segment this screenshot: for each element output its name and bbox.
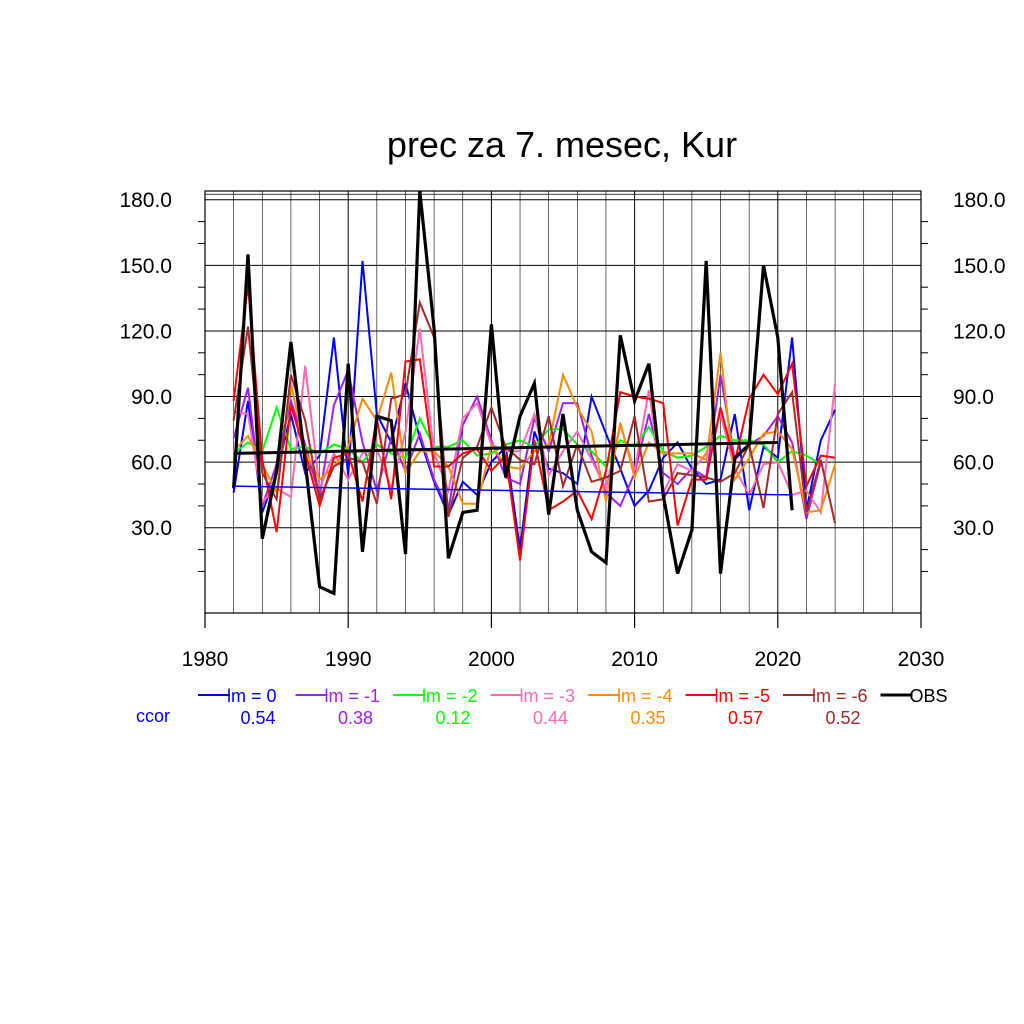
series-line-0 [232,260,837,550]
y-tick-label-right: 30.0 [953,517,994,540]
y-tick-label-right: 90.0 [953,386,994,409]
axis-ticks: 1980 1990 2000 2010 2020 2030 30.0 30.0 60.0 60.0… [119,189,1005,671]
x-tick-label: 2010 [611,648,658,671]
y-tick-label-right: 60.0 [953,452,994,475]
legend-ccor-value: 0.12 [435,708,470,728]
y-tick-label-left: 90.0 [131,386,172,409]
legend-label: lm = 0 [227,686,277,706]
legend-label: lm = -5 [715,686,771,706]
chart-title: prec za 7. mesec, Kur [387,124,737,165]
x-tick-label: 1980 [182,648,229,671]
legend-label: lm = -4 [617,686,673,706]
trend-line-7 [233,440,778,455]
series-line-7 [232,190,794,596]
series-lines [232,190,837,596]
x-tick-label: 1990 [325,648,372,671]
legend-label: lm = -6 [812,686,868,706]
legend-ccor-value: 0.54 [240,708,275,728]
legend-ccor-value: 0.38 [338,708,373,728]
y-tick-label-left: 180.0 [119,189,172,212]
legend-label: lm = -3 [520,686,576,706]
series-line-6 [232,298,837,524]
y-tick-label-left: 60.0 [131,452,172,475]
y-tick-label-right: 150.0 [953,255,1006,278]
legend-label: lm = -2 [422,686,478,706]
legend-label: lm = -1 [325,686,381,706]
y-tick-label-right: 180.0 [953,189,1006,212]
y-tick-label-right: 120.0 [953,320,1006,343]
legend-ccor-value: 0.35 [630,708,665,728]
y-tick-label-left: 150.0 [119,255,172,278]
legend: ccor lm = 00.54 lm = -10.38 lm = -20.12 lm =… [136,686,948,728]
legend-label: OBS [910,686,948,706]
legend-ccor-value: 0.57 [728,708,763,728]
series-line-1 [232,366,822,520]
grid [205,191,921,613]
y-tick-label-left: 120.0 [119,320,172,343]
legend-ccor-value: 0.44 [533,708,568,728]
trend-line-0 [233,485,793,496]
plot-frame [204,190,922,614]
x-tick-label: 2030 [898,648,945,671]
series-line-2 [232,404,822,469]
y-tick-label-left: 30.0 [131,517,172,540]
x-tick-label: 2020 [754,648,801,671]
ccor-label: ccor [136,706,170,726]
x-tick-label: 2000 [468,648,515,671]
legend-ccor-value: 0.52 [825,708,860,728]
